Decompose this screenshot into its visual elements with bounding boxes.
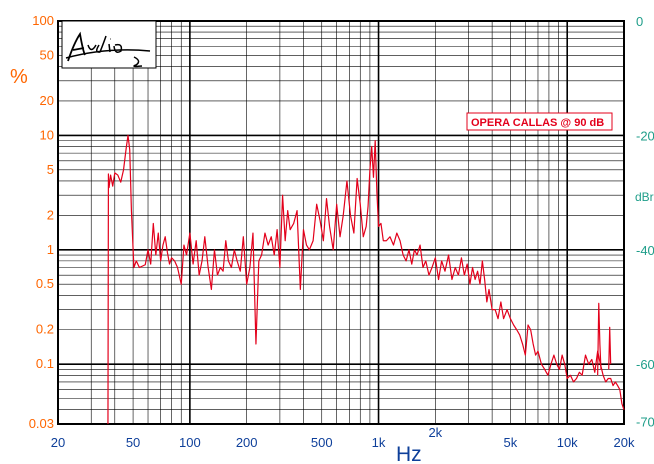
series-line-2 [597, 302, 602, 376]
y-right-tick-label: -40 [636, 243, 654, 258]
x-tick-label: 200 [236, 435, 258, 450]
y-tick-label: 50 [40, 47, 54, 62]
x-tick-label: 2k [428, 425, 442, 440]
y-axis-right-label: dBr [635, 190, 654, 204]
y-right-tick-label: -20 [636, 128, 654, 143]
x-tick-label: 20k [614, 435, 635, 450]
y-right-tick-label: 0 [636, 14, 643, 29]
y-tick-label: 1 [47, 242, 54, 257]
y-axis-label: % [10, 66, 28, 88]
y-tick-label: 100 [32, 13, 54, 28]
x-tick-label: 5k [504, 435, 518, 450]
y-right-tick-label: -70 [636, 414, 654, 429]
y-tick-labels: 100 50 20 10 5 2 1 0.5 0.2 0.1 0.03 [29, 13, 54, 431]
series-line-3 [608, 326, 612, 370]
minor-grid [57, 21, 625, 425]
annotation-box: OPERA CALLAS @ 90 dB [466, 112, 613, 131]
y-tick-label: 0.03 [29, 416, 54, 431]
y-tick-label: 0.2 [36, 322, 54, 337]
audio-logo [61, 20, 157, 69]
y-tick-label: 0.1 [36, 356, 54, 371]
y-tick-label: 20 [40, 93, 54, 108]
x-tick-label: 1k [372, 435, 386, 450]
x-tick-label: 100 [179, 435, 201, 450]
y-tick-label: 10 [40, 127, 54, 142]
y-right-tick-labels: 0 -20 -40 -60 -70 [636, 14, 654, 429]
x-axis-label: Hz [396, 443, 422, 464]
plot-frame [57, 20, 625, 425]
series-line-1 [107, 134, 625, 425]
x-tick-label: 50 [126, 435, 140, 450]
annotation-text: OPERA CALLAS @ 90 dB [471, 117, 604, 129]
y-tick-label: 0.5 [36, 276, 54, 291]
series-layer [107, 134, 625, 425]
y-tick-label: 5 [47, 162, 54, 177]
y-tick-label: 2 [47, 207, 54, 222]
x-tick-labels: 20 50 100 200 500 1k 2k 5k 10k 20k [51, 425, 635, 450]
x-tick-label: 500 [311, 435, 333, 450]
x-tick-label: 10k [557, 435, 578, 450]
y-right-tick-label: -60 [636, 357, 654, 372]
x-tick-label: 20 [51, 435, 65, 450]
